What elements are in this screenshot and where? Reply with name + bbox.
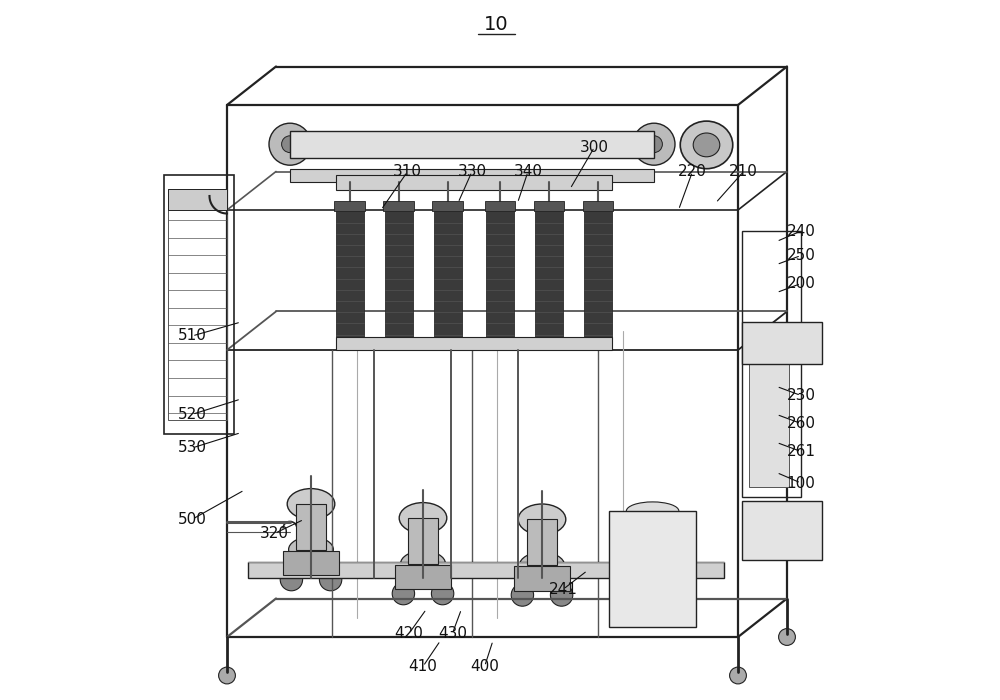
Ellipse shape bbox=[287, 489, 335, 519]
Bar bbox=[583, 201, 613, 211]
Bar bbox=[290, 169, 654, 182]
Text: 300: 300 bbox=[580, 139, 609, 155]
Text: 510: 510 bbox=[178, 328, 206, 344]
Ellipse shape bbox=[401, 551, 445, 576]
Text: 200: 200 bbox=[787, 276, 815, 291]
Text: 260: 260 bbox=[786, 416, 816, 431]
Text: 310: 310 bbox=[393, 164, 422, 179]
Bar bbox=[742, 500, 822, 560]
Text: 330: 330 bbox=[457, 164, 487, 179]
Bar bbox=[432, 201, 463, 211]
Text: 241: 241 bbox=[549, 582, 577, 597]
Ellipse shape bbox=[508, 566, 520, 573]
Text: 230: 230 bbox=[786, 388, 816, 403]
Text: 10: 10 bbox=[484, 15, 509, 34]
Ellipse shape bbox=[364, 134, 383, 154]
Circle shape bbox=[269, 123, 311, 165]
Ellipse shape bbox=[693, 133, 720, 157]
Bar bbox=[742, 231, 801, 497]
Text: 420: 420 bbox=[395, 626, 423, 641]
Ellipse shape bbox=[546, 134, 565, 154]
Bar bbox=[514, 566, 570, 591]
Ellipse shape bbox=[289, 537, 333, 562]
Ellipse shape bbox=[680, 121, 733, 169]
Bar bbox=[164, 175, 234, 434]
Text: 500: 500 bbox=[178, 512, 206, 527]
Ellipse shape bbox=[564, 566, 576, 573]
Circle shape bbox=[219, 667, 235, 684]
Ellipse shape bbox=[368, 566, 380, 573]
Text: 530: 530 bbox=[178, 440, 207, 456]
Text: 410: 410 bbox=[409, 659, 437, 674]
Bar bbox=[408, 518, 438, 564]
Ellipse shape bbox=[755, 404, 770, 446]
Bar bbox=[296, 504, 326, 550]
Bar bbox=[395, 565, 451, 589]
Ellipse shape bbox=[626, 502, 679, 520]
Ellipse shape bbox=[509, 134, 529, 154]
Text: 220: 220 bbox=[678, 164, 707, 179]
Ellipse shape bbox=[305, 566, 317, 573]
Bar bbox=[608, 511, 696, 626]
Bar bbox=[383, 201, 414, 211]
Circle shape bbox=[550, 584, 573, 606]
Ellipse shape bbox=[327, 134, 347, 154]
Circle shape bbox=[646, 136, 662, 153]
Ellipse shape bbox=[436, 134, 456, 154]
Circle shape bbox=[280, 568, 303, 591]
Bar bbox=[336, 337, 612, 350]
Circle shape bbox=[431, 582, 454, 605]
Ellipse shape bbox=[520, 552, 564, 578]
Circle shape bbox=[511, 584, 534, 606]
Bar bbox=[290, 131, 654, 158]
Text: 340: 340 bbox=[514, 164, 542, 179]
Ellipse shape bbox=[291, 134, 310, 154]
Bar bbox=[334, 201, 365, 211]
Bar bbox=[434, 210, 462, 343]
Bar bbox=[168, 189, 227, 210]
Circle shape bbox=[633, 123, 675, 165]
Ellipse shape bbox=[399, 503, 447, 533]
Text: 320: 320 bbox=[260, 526, 289, 541]
Ellipse shape bbox=[618, 134, 638, 154]
Bar bbox=[748, 364, 789, 486]
Ellipse shape bbox=[582, 134, 602, 154]
Circle shape bbox=[730, 667, 746, 684]
Ellipse shape bbox=[438, 566, 450, 573]
Text: 210: 210 bbox=[729, 164, 758, 179]
Bar bbox=[534, 201, 564, 211]
Bar bbox=[485, 201, 515, 211]
Circle shape bbox=[282, 136, 298, 153]
Ellipse shape bbox=[400, 134, 420, 154]
Circle shape bbox=[779, 629, 795, 645]
Circle shape bbox=[319, 568, 342, 591]
Bar bbox=[486, 210, 514, 343]
Text: 430: 430 bbox=[438, 626, 467, 641]
Ellipse shape bbox=[473, 134, 492, 154]
Bar bbox=[336, 210, 364, 343]
Text: 261: 261 bbox=[786, 444, 816, 459]
Bar bbox=[535, 210, 563, 343]
Bar bbox=[384, 210, 413, 343]
Text: 520: 520 bbox=[178, 407, 206, 422]
Text: 250: 250 bbox=[787, 248, 815, 263]
Circle shape bbox=[392, 582, 415, 605]
Bar bbox=[584, 210, 612, 343]
Text: 100: 100 bbox=[787, 475, 815, 491]
Bar bbox=[248, 562, 724, 578]
Bar bbox=[336, 175, 612, 190]
Bar bbox=[527, 519, 557, 565]
Bar bbox=[168, 189, 227, 420]
Bar bbox=[742, 322, 822, 364]
Bar bbox=[283, 551, 339, 575]
Ellipse shape bbox=[518, 504, 566, 535]
Text: 400: 400 bbox=[470, 659, 499, 674]
Text: 240: 240 bbox=[787, 223, 815, 239]
